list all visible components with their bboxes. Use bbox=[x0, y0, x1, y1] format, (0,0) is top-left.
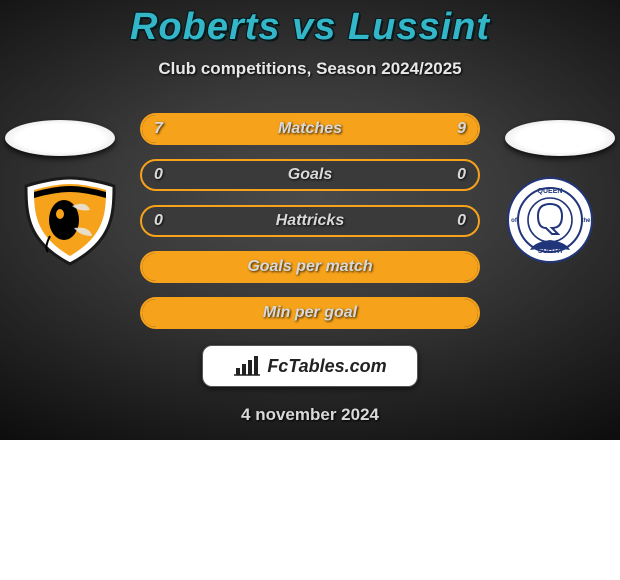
brand-pill: FcTables.com bbox=[202, 345, 418, 387]
svg-text:of: of bbox=[511, 218, 518, 224]
stat-value-right: 0 bbox=[457, 161, 466, 189]
svg-text:QUEEN: QUEEN bbox=[538, 188, 563, 195]
stat-bar-fill-full bbox=[142, 299, 478, 327]
queen-south-badge-icon: QUEEN SOUTH of the bbox=[500, 176, 600, 266]
stat-value-right: 0 bbox=[457, 207, 466, 235]
stat-bar: Min per goal bbox=[140, 297, 480, 329]
page-title: Roberts vs Lussint bbox=[0, 0, 620, 49]
stat-value-left: 7 bbox=[154, 115, 163, 143]
footer-date: 4 november 2024 bbox=[0, 405, 620, 425]
stat-label: Hattricks bbox=[142, 207, 478, 235]
player-silhouette-right bbox=[505, 120, 615, 156]
stat-bar: Goals per match bbox=[140, 251, 480, 283]
stat-value-right: 9 bbox=[457, 115, 466, 143]
stat-value-left: 0 bbox=[154, 207, 163, 235]
stat-bar: 79Matches bbox=[140, 113, 480, 145]
brand-text: FcTables.com bbox=[267, 356, 386, 377]
comparison-hero: Roberts vs Lussint Club competitions, Se… bbox=[0, 0, 620, 440]
stat-bar-fill-left bbox=[142, 115, 289, 143]
page-subtitle: Club competitions, Season 2024/2025 bbox=[0, 59, 620, 79]
stat-bar: 0 0Hattricks bbox=[140, 205, 480, 237]
stat-bars: 79Matches00Goals00HattricksGoals per mat… bbox=[140, 113, 480, 329]
stat-label: Goals bbox=[142, 161, 478, 189]
player-silhouette-left bbox=[5, 120, 115, 156]
alloa-shield-icon bbox=[20, 176, 120, 266]
svg-text:the: the bbox=[582, 218, 592, 224]
stat-bar-fill-right bbox=[289, 115, 478, 143]
stat-bar: 0 0Goals bbox=[140, 159, 480, 191]
club-badge-left bbox=[20, 176, 120, 266]
bar-chart-icon bbox=[233, 354, 261, 378]
stat-bar-fill-full bbox=[142, 253, 478, 281]
stat-value-left: 0 bbox=[154, 161, 163, 189]
club-badge-right: QUEEN SOUTH of the bbox=[500, 176, 600, 266]
